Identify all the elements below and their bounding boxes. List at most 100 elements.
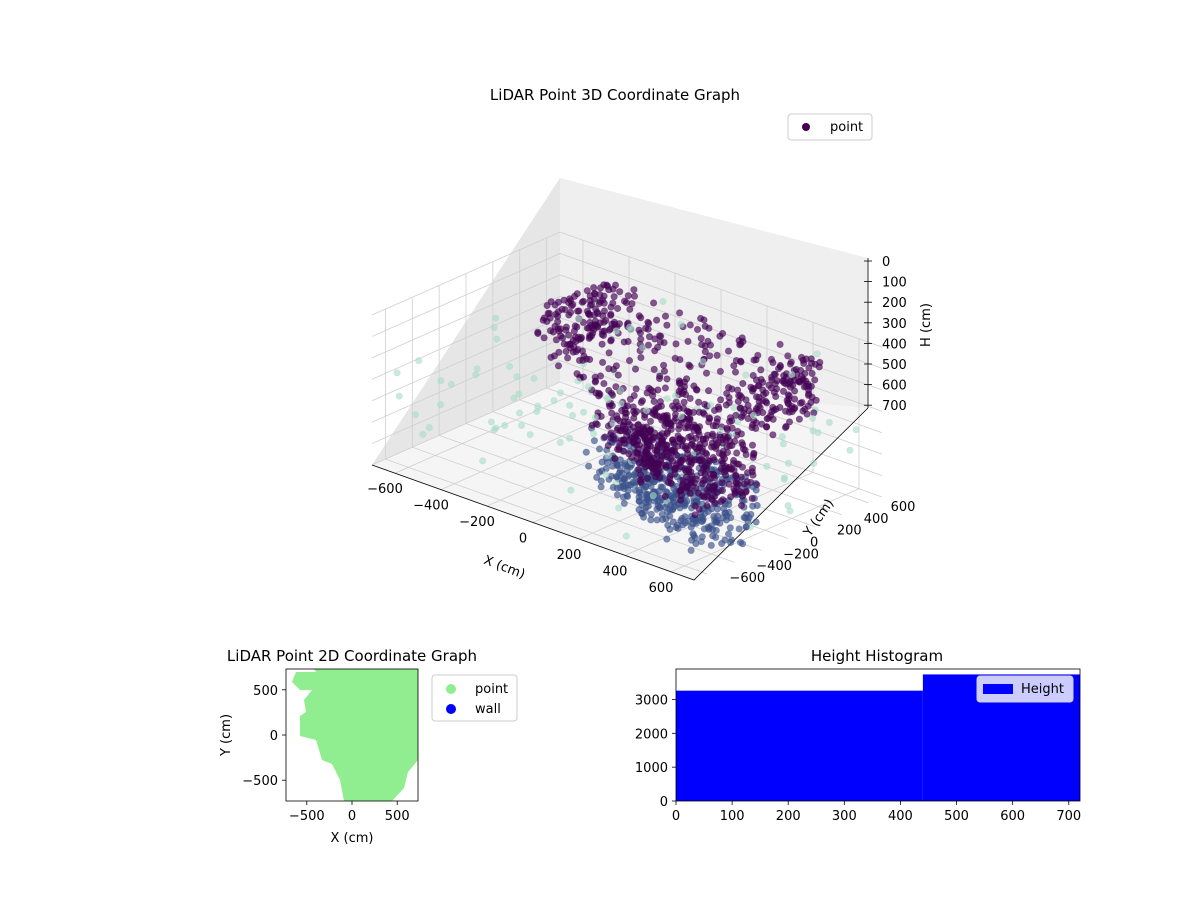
point-3d (575, 315, 583, 323)
hist-x-tick-label-5: 500 (944, 809, 969, 824)
point-3d (737, 501, 746, 510)
point-3d (691, 534, 699, 542)
point-3d (804, 391, 813, 399)
chart-2d-ylabel: Y (cm) (219, 714, 234, 757)
point-3d (609, 483, 617, 491)
point-3d (699, 357, 707, 366)
point-3d (701, 342, 709, 350)
point-3d (584, 383, 592, 391)
point-3d (626, 323, 634, 331)
point-3d (846, 446, 854, 454)
point-3d (591, 321, 600, 329)
hist-y-tick-label-0: 0 (660, 795, 668, 810)
point-3d (597, 477, 605, 485)
point-3d (691, 511, 699, 519)
point-3d (681, 500, 689, 509)
z-axis-label: H (cm) (919, 303, 934, 347)
point-3d (540, 334, 548, 342)
point-3d (676, 355, 684, 364)
point-3d (784, 352, 792, 360)
point-3d (655, 332, 664, 340)
point-3d (613, 304, 622, 313)
z-tick-label-7: 700 (882, 399, 907, 414)
point-3d (748, 441, 757, 449)
point-3d (547, 298, 555, 306)
point-3d (776, 340, 784, 348)
point-3d (620, 447, 628, 455)
point-3d (728, 417, 736, 425)
point-3d (726, 437, 734, 445)
point-3d (739, 379, 747, 388)
point-3d (554, 318, 562, 326)
point-3d (473, 365, 481, 373)
point-3d (647, 510, 655, 518)
point-3d (722, 401, 730, 409)
point-3d (628, 453, 636, 462)
x-tick-label-2: −200 (459, 515, 495, 530)
hist-frame (675, 668, 1081, 802)
point-3d (632, 385, 640, 393)
point-3d (643, 439, 651, 447)
legend-3d: point (787, 113, 873, 141)
point-3d (651, 335, 659, 343)
point-3d (768, 376, 776, 384)
point-3d (719, 435, 727, 443)
z-tick-label-4: 400 (882, 337, 907, 352)
z-tick-label-2: 200 (882, 296, 907, 311)
point-3d (633, 449, 642, 457)
point-3d (556, 389, 565, 397)
hist-x-tick-label-3: 300 (832, 809, 857, 824)
point-3d (780, 475, 788, 483)
point-3d (615, 320, 624, 328)
point-3d (638, 344, 647, 352)
point-3d (637, 353, 645, 362)
point-3d (784, 391, 792, 399)
point-3d (689, 408, 698, 416)
hist-legend-swatch (983, 684, 1013, 694)
point-3d (419, 430, 427, 438)
point-3d (718, 539, 726, 548)
point-3d (566, 308, 575, 316)
point-3d (738, 540, 747, 548)
point-3d (613, 461, 621, 470)
point-3d (683, 407, 691, 415)
point-3d (779, 440, 787, 448)
y-tick-label-2: −200 (783, 547, 819, 562)
point-3d (546, 327, 555, 335)
point-3d (668, 402, 677, 410)
point-3d (630, 286, 638, 294)
point-3d (533, 407, 541, 416)
point-3d (723, 389, 731, 397)
point-3d (712, 444, 720, 452)
point-3d (707, 541, 715, 550)
point-3d (802, 382, 810, 390)
point-3d (712, 422, 720, 430)
y-axis-label: Y (cm) (800, 496, 837, 540)
point-3d (639, 460, 648, 468)
point-3d (717, 497, 725, 505)
point-3d (550, 396, 558, 405)
point-3d (608, 391, 617, 399)
point-3d (550, 352, 559, 360)
hist-title: Height Histogram (811, 647, 943, 665)
point-3d (666, 501, 675, 509)
point-3d (620, 475, 629, 484)
grid-line-z-7 (371, 381, 883, 498)
point-3d (575, 356, 584, 364)
point-3d (622, 298, 631, 307)
point-3d (607, 337, 615, 345)
point-3d (725, 500, 733, 509)
point-3d (643, 474, 652, 482)
point-3d (726, 538, 735, 547)
point-3d (584, 462, 593, 470)
point-3d (661, 312, 670, 320)
point-3d (656, 473, 664, 482)
point-3d (579, 318, 587, 326)
point-3d (614, 504, 623, 512)
point-3d (604, 441, 612, 450)
point-3d (526, 430, 534, 439)
point-3d (680, 383, 689, 391)
legend-3d-frame (787, 113, 873, 141)
point-3d (759, 386, 767, 394)
y-tick-label-6: 600 (891, 500, 916, 515)
